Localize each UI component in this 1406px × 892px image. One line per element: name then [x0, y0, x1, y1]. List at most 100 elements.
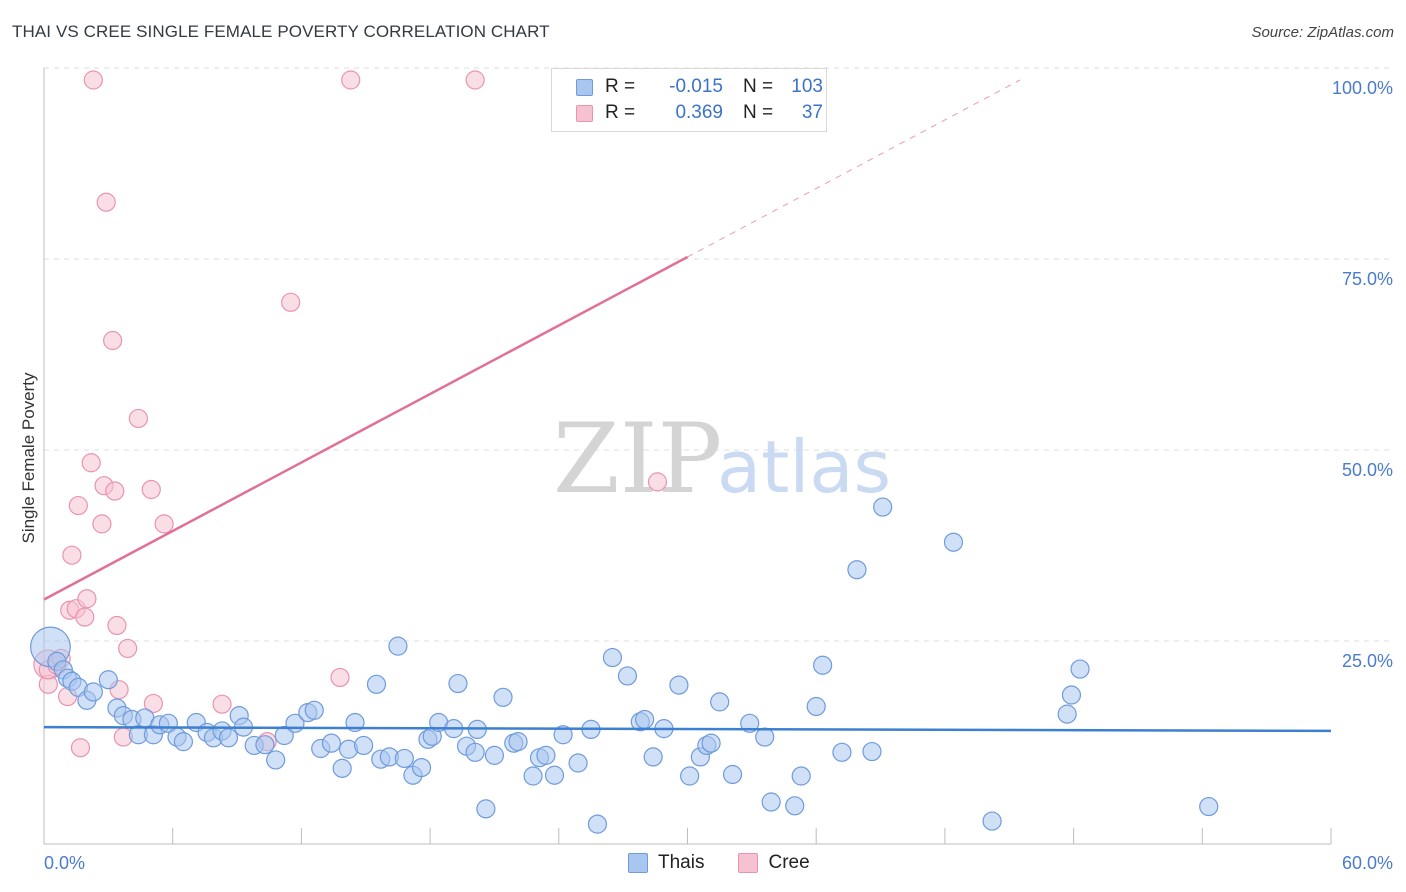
cree-point	[83, 70, 103, 90]
cree-trendline	[43, 255, 689, 601]
cree-point	[92, 514, 112, 534]
cree-point	[141, 479, 161, 500]
trendlines	[43, 79, 1332, 733]
thais-point	[544, 765, 565, 785]
thais-point	[832, 742, 852, 762]
chart-source: Source: ZipAtlas.com	[1251, 24, 1394, 41]
thais-point	[617, 666, 638, 686]
cree-point	[75, 607, 95, 627]
thais-legend-swatch	[628, 853, 648, 873]
y-tick-label-100: 100.0%	[1332, 78, 1393, 98]
thais-point	[83, 682, 103, 702]
thais-point	[332, 758, 352, 778]
thais-point	[669, 675, 689, 695]
legend-row-thais: R = -0.015 N = 103	[576, 74, 823, 100]
cree-point	[81, 453, 101, 473]
thais-point	[493, 687, 513, 707]
cree-point	[154, 514, 174, 534]
cree-point	[128, 408, 148, 429]
thais-point	[536, 745, 556, 765]
thais-point	[701, 733, 721, 753]
watermark-zip: ZIP	[553, 403, 722, 515]
thais-point	[568, 753, 588, 773]
x-tick-label-max: 60.0%	[1342, 853, 1393, 873]
thais-point	[943, 532, 964, 552]
thais-point	[394, 748, 414, 769]
thais-point	[791, 766, 811, 786]
cree-point	[77, 589, 97, 609]
series-legend-thais[interactable]: Thais	[628, 852, 704, 874]
y-axis-label: Single Female Poverty	[19, 372, 38, 544]
cree-legend-label: Cree	[768, 852, 810, 873]
thais-point	[354, 735, 374, 756]
thais-point	[813, 655, 833, 675]
cree-point	[281, 292, 301, 312]
cree-point	[465, 70, 485, 90]
axes	[43, 68, 1332, 845]
thais-point	[680, 766, 700, 786]
thais-point	[266, 750, 286, 770]
thais-point	[366, 674, 387, 694]
thais-point	[806, 696, 826, 717]
thais-point	[218, 728, 239, 748]
watermark: ZIP atlas	[553, 403, 891, 515]
thais-point	[847, 560, 867, 580]
y-tick-label-75: 75.0%	[1342, 269, 1393, 289]
cree-point	[647, 472, 668, 492]
cree-legend-swatch	[738, 853, 759, 873]
thais-point	[602, 647, 623, 668]
thais-point	[1057, 704, 1077, 724]
thais-point	[465, 742, 485, 762]
thais-point	[321, 733, 342, 753]
y-tick-label-25: 25.0%	[1342, 651, 1393, 671]
thais-point	[508, 732, 528, 752]
thais-point	[740, 713, 760, 733]
legend-row-cree: R = 0.369 N = 37	[576, 100, 823, 126]
thais-point	[634, 709, 655, 730]
legend-n-label: N =	[743, 76, 774, 97]
thais-point	[523, 766, 543, 786]
thais-point	[304, 700, 324, 720]
series-legend-cree[interactable]: Cree	[738, 852, 810, 874]
thais-swatch	[576, 78, 593, 96]
legend-n-value: 37	[801, 102, 823, 123]
thais-point	[862, 741, 882, 762]
thais-point	[388, 636, 408, 656]
thais-point	[274, 725, 294, 746]
cree-point	[62, 545, 82, 565]
cree-point	[107, 615, 127, 636]
cree-point	[341, 70, 361, 90]
legend-n-label: N =	[743, 102, 774, 123]
thais-points	[30, 497, 1219, 834]
legend-r-value: -0.015	[669, 76, 723, 97]
thais-point	[785, 796, 805, 816]
thais-legend-label: Thais	[658, 852, 705, 873]
thais-point	[1061, 685, 1082, 705]
thais-point	[553, 725, 573, 745]
cree-point	[212, 694, 232, 714]
thais-trendline	[43, 725, 1332, 733]
thais-point	[643, 747, 663, 767]
thais-point	[982, 811, 1002, 831]
cree-point	[68, 495, 88, 516]
series-legend: Thais Cree	[628, 852, 844, 874]
y-tick-label-50: 50.0%	[1342, 460, 1393, 480]
cree-point	[103, 330, 123, 351]
y-tick-labels: 25.0% 50.0% 75.0% 100.0%	[1332, 78, 1393, 671]
thais-point	[411, 757, 432, 778]
thais-point	[761, 792, 781, 812]
thais-point	[873, 497, 893, 517]
thais-point	[448, 673, 468, 694]
x-tick-labels: 0.0% 60.0%	[44, 853, 1393, 873]
gridlines	[44, 67, 1393, 642]
thais-point	[173, 732, 194, 752]
thais-point	[255, 735, 275, 755]
cree-point	[330, 667, 350, 688]
thais-point	[476, 799, 496, 819]
thais-point	[98, 670, 118, 690]
thais-point	[710, 692, 730, 712]
cree-point	[96, 192, 116, 212]
cree-swatch	[576, 104, 593, 122]
thais-point	[755, 727, 775, 747]
